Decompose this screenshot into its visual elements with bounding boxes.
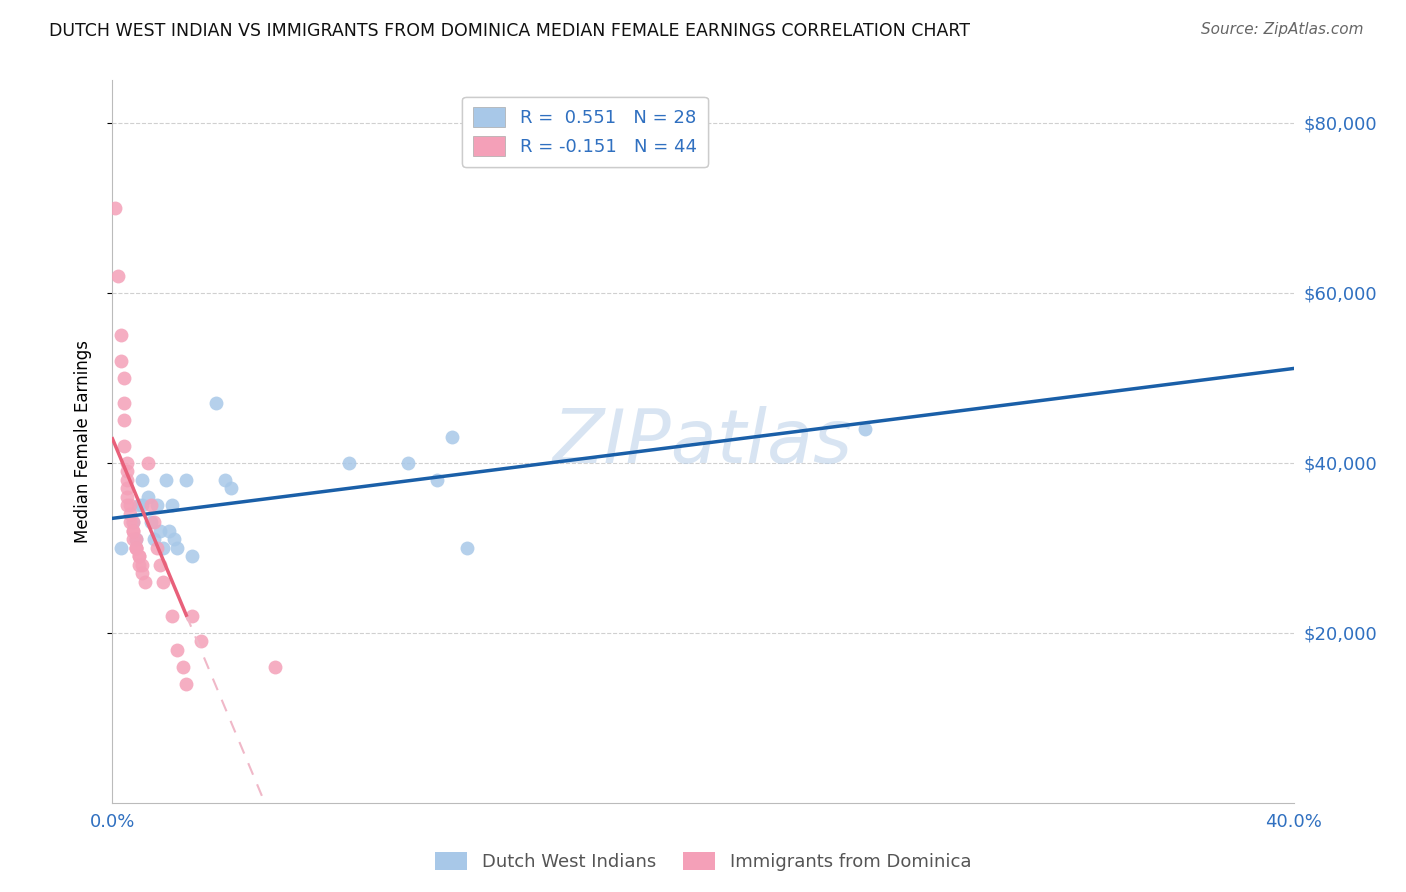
Point <box>139 498 162 512</box>
Point <box>181 608 204 623</box>
Point <box>104 201 127 215</box>
Point <box>134 574 156 589</box>
Point <box>155 473 177 487</box>
Point <box>122 533 145 547</box>
Legend: R =  0.551   N = 28, R = -0.151   N = 44: R = 0.551 N = 28, R = -0.151 N = 44 <box>463 96 707 167</box>
Point <box>456 541 478 555</box>
Point <box>441 430 464 444</box>
Point <box>112 396 135 410</box>
Point <box>128 549 150 564</box>
Point <box>128 498 150 512</box>
Point <box>205 396 228 410</box>
Point <box>136 456 159 470</box>
Point <box>136 490 159 504</box>
Point <box>152 541 174 555</box>
Point <box>112 371 135 385</box>
Point <box>117 456 138 470</box>
Point <box>139 516 162 530</box>
Text: ZIPatlas: ZIPatlas <box>553 406 853 477</box>
Point <box>117 498 138 512</box>
Point <box>146 498 169 512</box>
Point <box>122 516 145 530</box>
Point <box>128 549 150 564</box>
Point <box>112 439 135 453</box>
Point <box>122 524 145 538</box>
Point <box>142 533 165 547</box>
Point <box>172 660 194 674</box>
Point <box>142 516 165 530</box>
Text: Source: ZipAtlas.com: Source: ZipAtlas.com <box>1201 22 1364 37</box>
Point <box>149 558 172 572</box>
Point <box>219 481 242 495</box>
Point <box>181 549 204 564</box>
Point <box>110 353 132 368</box>
Point <box>166 642 188 657</box>
Point <box>152 574 174 589</box>
Point <box>157 524 180 538</box>
Point <box>337 456 360 470</box>
Point <box>190 634 212 648</box>
Point <box>149 524 172 538</box>
Point <box>396 456 419 470</box>
Y-axis label: Median Female Earnings: Median Female Earnings <box>73 340 91 543</box>
Point <box>855 422 877 436</box>
Point <box>264 660 287 674</box>
Text: DUTCH WEST INDIAN VS IMMIGRANTS FROM DOMINICA MEDIAN FEMALE EARNINGS CORRELATION: DUTCH WEST INDIAN VS IMMIGRANTS FROM DOM… <box>49 22 970 40</box>
Point <box>163 533 186 547</box>
Point <box>117 481 138 495</box>
Point <box>131 558 153 572</box>
Point <box>125 541 148 555</box>
Point <box>426 473 449 487</box>
Point <box>110 328 132 343</box>
Point <box>146 541 169 555</box>
Point <box>110 541 132 555</box>
Point <box>125 541 148 555</box>
Point <box>131 566 153 581</box>
Point <box>122 516 145 530</box>
Point <box>166 541 188 555</box>
Point <box>131 498 153 512</box>
Point <box>160 498 183 512</box>
Point <box>120 498 142 512</box>
Point <box>174 677 197 691</box>
Point <box>160 608 183 623</box>
Point <box>120 516 142 530</box>
Point <box>174 473 197 487</box>
Point <box>120 507 142 521</box>
Point <box>131 473 153 487</box>
Point <box>117 490 138 504</box>
Point <box>125 541 148 555</box>
Point <box>214 473 236 487</box>
Point <box>125 533 148 547</box>
Point <box>117 464 138 478</box>
Point <box>112 413 135 427</box>
Point <box>128 558 150 572</box>
Point <box>107 268 129 283</box>
Point <box>117 473 138 487</box>
Point <box>125 533 148 547</box>
Legend: Dutch West Indians, Immigrants from Dominica: Dutch West Indians, Immigrants from Domi… <box>427 845 979 879</box>
Point <box>122 524 145 538</box>
